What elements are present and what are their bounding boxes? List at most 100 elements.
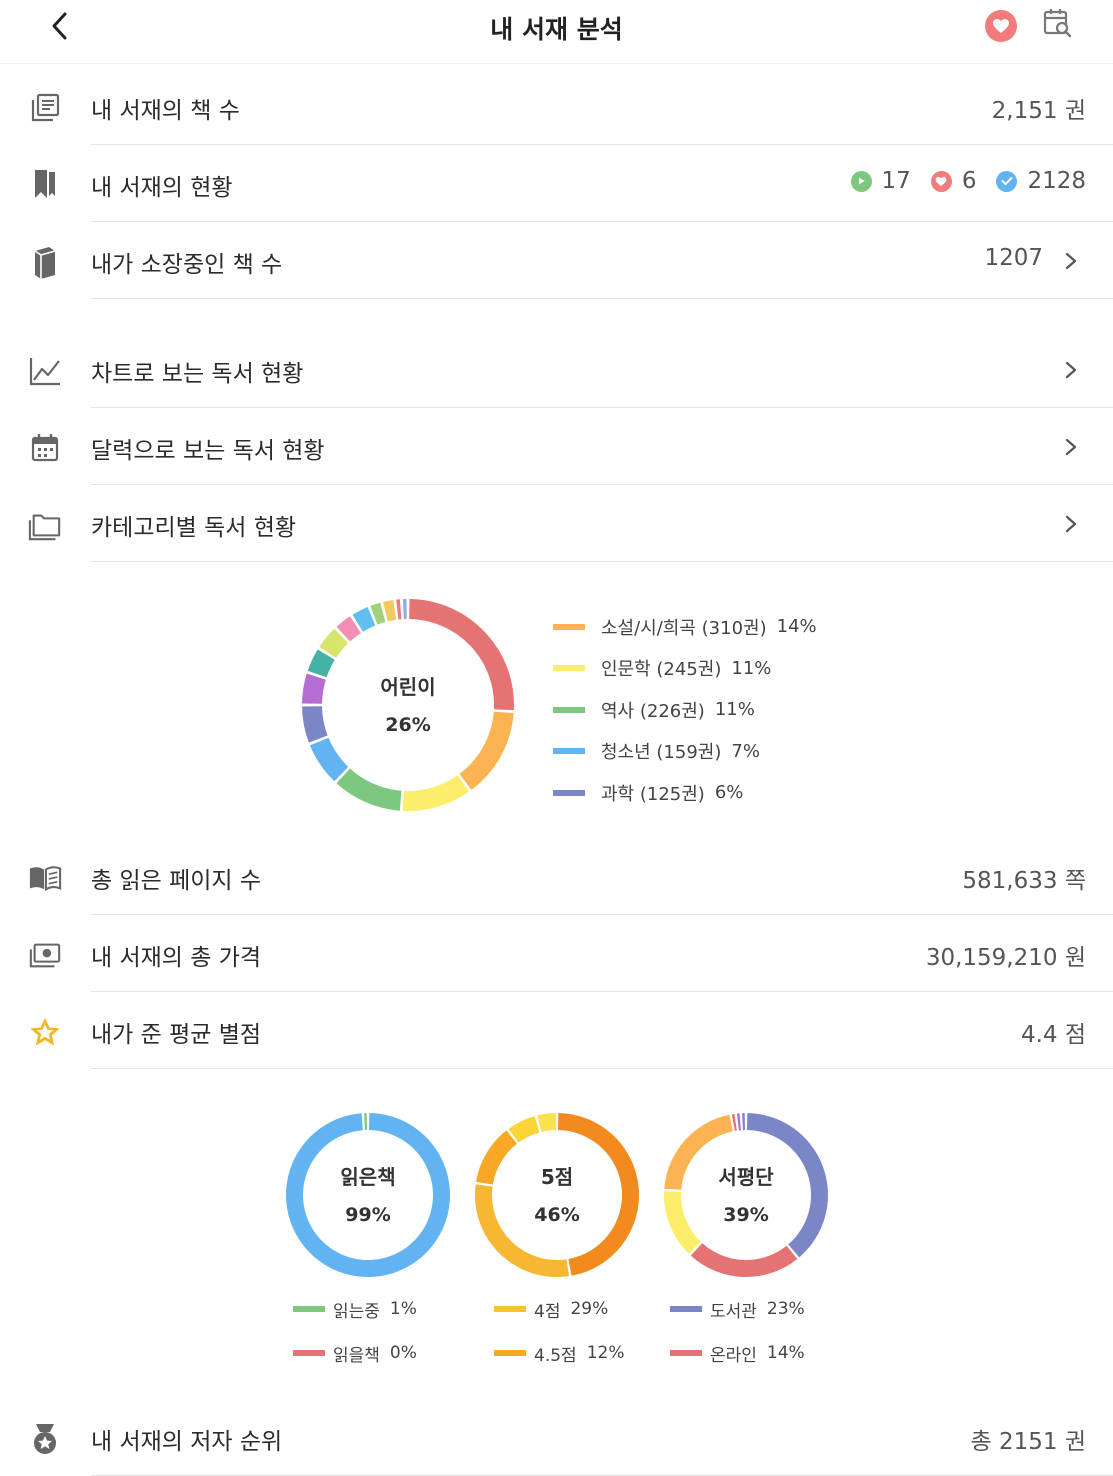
category-donut-center: 어린이 26% bbox=[300, 597, 516, 813]
donut-center-percent: 99% bbox=[345, 1203, 391, 1226]
legend-swatch bbox=[553, 706, 585, 713]
folder-icon bbox=[28, 508, 62, 542]
row-label: 카테고리별 독서 현황 bbox=[91, 515, 297, 541]
donut-slice bbox=[409, 599, 514, 711]
legend-percent: 0% bbox=[389, 1343, 417, 1363]
legend-item: 도서관 23% bbox=[670, 1287, 805, 1331]
donut-slice bbox=[302, 706, 328, 743]
donut-slice bbox=[402, 775, 470, 811]
donut-center-percent: 26% bbox=[385, 713, 431, 736]
reading-count: 17 bbox=[881, 168, 911, 194]
divider bbox=[91, 991, 1113, 992]
legend-item: 읽는중 1% bbox=[293, 1287, 417, 1331]
category-legend: 소설/시/희곡 (310권) 14% 인문학 (245권) 11% 역사 (22… bbox=[553, 606, 817, 814]
donut-slice bbox=[336, 616, 361, 642]
legend-name: 소설/시/희곡 (310권) bbox=[601, 617, 767, 639]
play-icon bbox=[850, 170, 872, 192]
row-average-rating: 내가 준 평균 별점 4.4 점 bbox=[0, 993, 1113, 1069]
donut-slice bbox=[307, 649, 335, 678]
calendar-icon bbox=[28, 431, 62, 465]
legend-item: 소설/시/희곡 (310권) 14% bbox=[553, 606, 817, 648]
back-button[interactable] bbox=[40, 6, 80, 46]
legend-item: 인문학 (245권) 11% bbox=[553, 648, 817, 690]
donut-slice bbox=[383, 600, 397, 622]
read-count: 2128 bbox=[1027, 168, 1086, 194]
rating-legend: 4점 29% 4.5점 12% bbox=[494, 1287, 624, 1375]
donut-center-percent: 39% bbox=[723, 1203, 769, 1226]
legend-item: 온라인 14% bbox=[670, 1331, 805, 1375]
legend-item: 읽을책 0% bbox=[293, 1331, 417, 1375]
row-total-pages: 총 읽은 페이지 수 581,633 쪽 bbox=[0, 839, 1113, 915]
bookmark-icon bbox=[28, 168, 62, 202]
donut-slice bbox=[537, 1113, 556, 1132]
row-category-reading[interactable]: 카테고리별 독서 현황 bbox=[0, 486, 1113, 562]
chevron-right-icon bbox=[1065, 515, 1077, 533]
row-owned-books[interactable]: 내가 소장중인 책 수 1207 bbox=[0, 223, 1113, 299]
calendar-search-button[interactable] bbox=[1042, 7, 1074, 39]
acquisition-donut-center: 서평단 39% bbox=[663, 1112, 829, 1278]
legend-name: 인문학 (245권) bbox=[601, 659, 722, 681]
legend-swatch bbox=[553, 748, 585, 755]
legend-name: 도서관 bbox=[710, 1301, 757, 1322]
donut-slice bbox=[508, 1116, 540, 1143]
row-label: 내가 소장중인 책 수 bbox=[91, 252, 283, 278]
donut-slice bbox=[309, 737, 349, 782]
donut-center-label: 읽은책 bbox=[340, 1164, 396, 1189]
heart-icon bbox=[930, 170, 952, 192]
total-price-value: 30,159,210 원 bbox=[925, 945, 1086, 971]
back-arrow-icon bbox=[52, 12, 67, 40]
donut-slice bbox=[302, 673, 326, 704]
donut-slice bbox=[737, 1113, 741, 1131]
read-status-donut-center: 읽은책 99% bbox=[285, 1112, 451, 1278]
row-label: 총 읽은 페이지 수 bbox=[91, 868, 262, 894]
legend-name: 청소년 (159권) bbox=[601, 742, 722, 764]
status-counts: 17 6 2128 bbox=[850, 168, 1086, 194]
books-icon bbox=[28, 91, 62, 125]
legend-percent: 23% bbox=[766, 1299, 805, 1319]
row-label: 내 서재의 현황 bbox=[91, 175, 233, 201]
author-total-value: 총 2151 권 bbox=[970, 1429, 1086, 1455]
legend-swatch bbox=[293, 1306, 325, 1312]
row-author-ranking[interactable]: 내 서재의 저자 순위 총 2151 권 bbox=[0, 1400, 1113, 1476]
donut-slice bbox=[690, 1243, 798, 1277]
chevron-right-icon bbox=[1065, 361, 1077, 379]
donut-slice bbox=[475, 1184, 569, 1277]
line-chart-icon bbox=[28, 354, 62, 388]
row-label: 달력으로 보는 독서 현황 bbox=[91, 438, 325, 464]
page-title: 내 서재 분석 bbox=[490, 15, 623, 44]
row-label: 차트로 보는 독서 현황 bbox=[91, 361, 304, 387]
row-reading-chart[interactable]: 차트로 보는 독서 현황 bbox=[0, 332, 1113, 408]
legend-percent: 14% bbox=[766, 1343, 805, 1363]
legend-swatch bbox=[293, 1350, 325, 1356]
donut-slice bbox=[336, 768, 402, 811]
legend-swatch bbox=[494, 1306, 526, 1312]
donut-slice bbox=[352, 606, 376, 632]
legend-name: 읽는중 bbox=[333, 1301, 380, 1322]
legend-swatch bbox=[553, 665, 585, 672]
money-icon bbox=[28, 938, 62, 972]
chevron-right-icon bbox=[1065, 252, 1077, 270]
legend-name: 과학 (125권) bbox=[601, 783, 705, 805]
favorite-button[interactable] bbox=[985, 10, 1017, 42]
row-reading-calendar[interactable]: 달력으로 보는 독서 현황 bbox=[0, 409, 1113, 485]
donut-slice bbox=[459, 711, 514, 790]
donut-center-label: 서평단 bbox=[718, 1164, 774, 1189]
divider bbox=[91, 221, 1113, 222]
legend-swatch bbox=[670, 1306, 702, 1312]
row-label: 내 서재의 책 수 bbox=[91, 98, 240, 124]
average-rating-value: 4.4 점 bbox=[1020, 1022, 1086, 1048]
divider bbox=[91, 298, 1113, 299]
legend-percent: 11% bbox=[714, 699, 755, 721]
donut-slice bbox=[742, 1113, 745, 1131]
top-app-bar: 내 서재 분석 bbox=[0, 0, 1113, 64]
legend-swatch bbox=[670, 1350, 702, 1356]
donut-slice bbox=[664, 1191, 701, 1254]
legend-percent: 11% bbox=[731, 657, 772, 679]
legend-percent: 6% bbox=[714, 782, 744, 804]
divider bbox=[91, 484, 1113, 485]
legend-item: 과학 (125권) 6% bbox=[553, 772, 817, 814]
read-status-legend: 읽는중 1% 읽을책 0% bbox=[293, 1287, 417, 1375]
row-total-price: 내 서재의 총 가격 30,159,210 원 bbox=[0, 916, 1113, 992]
donut-slice bbox=[558, 1113, 639, 1276]
row-library-status: 내 서재의 현황 17 6 2128 bbox=[0, 146, 1113, 222]
